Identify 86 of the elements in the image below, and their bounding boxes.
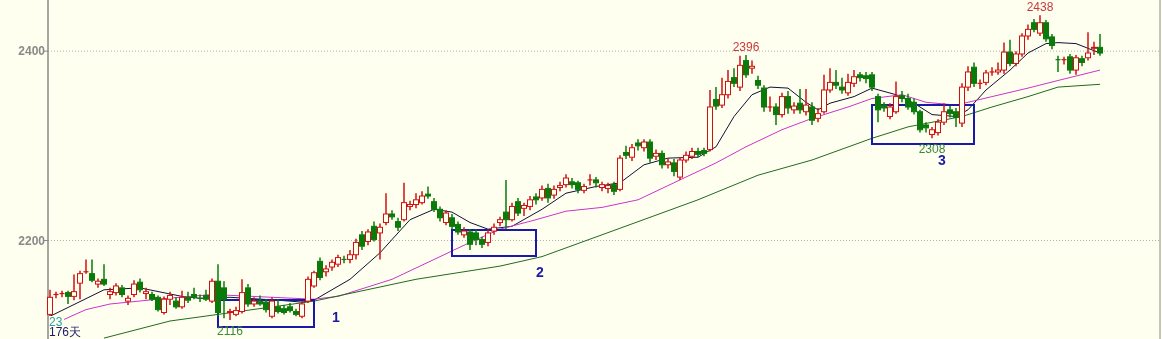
annotation: 2116 [217,324,244,339]
candlestick [623,145,629,160]
candlestick [707,89,713,153]
candlestick [611,181,617,196]
candlestick [971,61,977,88]
candlestick [755,75,761,90]
candlestick [1079,55,1085,68]
candlestick [833,69,839,90]
candlestick [173,296,179,310]
candlestick [815,107,821,123]
candlestick [485,228,491,247]
annotation: 1 [332,309,341,325]
candlestick [779,92,785,119]
candlestick [749,59,755,75]
candlestick [791,101,797,115]
candlestick [1007,39,1013,68]
candlestick [629,143,635,162]
candlestick [803,88,809,117]
candlestick [839,76,845,95]
candlestick [761,84,767,113]
candlestick [671,158,677,177]
candlestick [545,182,551,204]
candlestick [95,277,101,289]
candlestick [389,209,395,221]
candlestick [1091,40,1097,56]
candlestick [797,88,803,115]
candlestick [563,173,569,189]
candlestick [179,289,185,310]
candlestick [539,184,545,202]
candlestick [665,157,671,170]
annotation: 2396 [732,39,760,54]
candlestick [647,138,653,164]
candlestick [323,264,329,278]
candlestick [497,216,503,228]
candlestick [731,67,737,88]
candlestick [635,138,641,152]
candlestick [773,102,779,126]
candlestick [809,101,815,126]
y-tick-label: 2200 [18,233,46,248]
candlestick [743,54,749,79]
candlestick [461,226,467,239]
candlestick [131,279,137,299]
annotation: 2 [536,264,545,280]
y-tick-label: 2400 [18,44,46,59]
candlestick [1037,14,1043,37]
candlestick [1073,54,1079,76]
candlestick [515,197,521,217]
candlestick [713,86,719,111]
candlestick [737,55,743,92]
candlestick [137,277,143,294]
candlestick [503,179,509,230]
candlestick [491,222,497,236]
candlestick [77,270,83,300]
candlestick [551,184,557,200]
candlestick [1031,18,1037,33]
candlestick [395,217,401,232]
candlestick [143,287,149,300]
candlestick [425,185,431,200]
candlestick [641,138,647,153]
candlestick [593,176,599,189]
candlestick [581,182,587,194]
candlestick [359,230,365,251]
candlestick [533,192,539,206]
candlestick [71,273,77,301]
annotation: 2438 [1026,0,1054,15]
candlestick [125,294,131,306]
candlestick [365,228,371,246]
candlestick [245,283,251,308]
candlestick [1097,33,1103,57]
annotation: 23 [49,315,63,329]
candlestick [659,149,665,170]
annotation: 3 [938,152,947,168]
candlestick [119,284,125,299]
candlestick [509,201,515,223]
candlestick [443,209,449,227]
candlestick [766,95,774,113]
candlestick [317,256,323,282]
candlestick [383,192,389,227]
candlestick [251,296,257,308]
candlestick [653,148,659,161]
candlestick [586,173,594,187]
candlestick [1067,53,1073,75]
candlestick [1085,31,1091,62]
candlestick [557,181,563,193]
candlestick [377,222,383,261]
candlestick [785,90,791,115]
